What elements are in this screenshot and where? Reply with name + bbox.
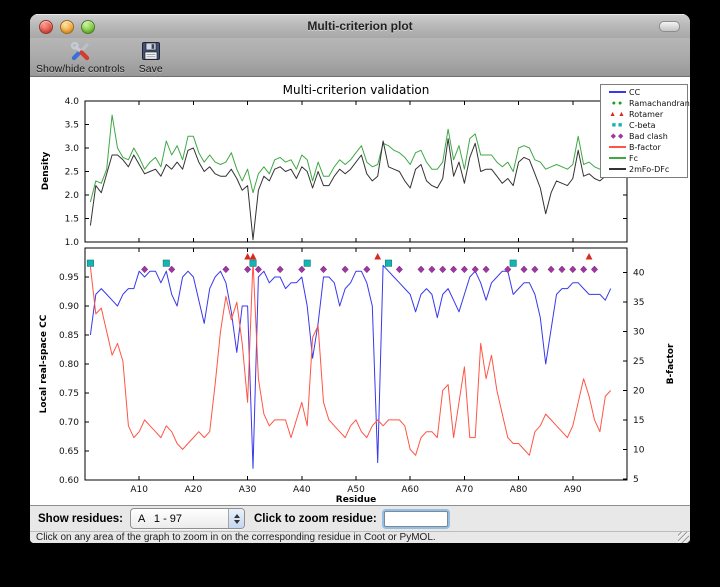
legend-item-2mfo-dfc: 2mFo-DFc: [605, 164, 687, 175]
figure-area: Multi-criterion validation Density Local…: [30, 77, 690, 505]
stepper-arrows-icon: [228, 509, 244, 528]
show-residues-dropdown[interactable]: A 1 - 97: [130, 508, 245, 529]
chart-title: Multi-criterion validation: [283, 83, 430, 97]
svg-text:0.85: 0.85: [59, 331, 79, 341]
svg-text:15: 15: [633, 416, 644, 426]
svg-text:0.95: 0.95: [59, 273, 79, 283]
legend-swatch: ▲ ▲: [609, 111, 625, 118]
svg-text:1.0: 1.0: [65, 238, 80, 248]
zoom-residue-label: Click to zoom residue:: [254, 512, 377, 525]
legend-swatch: ◆ ◆: [610, 133, 624, 140]
zoom-button[interactable]: [81, 20, 95, 34]
svg-text:25: 25: [633, 357, 644, 367]
svg-text:0.65: 0.65: [59, 447, 79, 457]
legend-item-cc: CC: [605, 87, 687, 98]
svg-text:3.5: 3.5: [65, 121, 79, 131]
toolbar-toggle-button[interactable]: [659, 21, 680, 32]
status-bar: Click on any area of the graph to zoom i…: [30, 531, 690, 543]
legend: CC ● ● Ramachandran ▲ ▲ Rotamer ■ ■ C-beta …: [600, 84, 690, 178]
cc-axis-label: Local real-space CC: [39, 314, 49, 413]
density-axis-label: Density: [41, 152, 51, 191]
svg-text:30: 30: [633, 328, 645, 338]
svg-text:5: 5: [633, 475, 639, 485]
tool-label: Show/hide controls: [36, 63, 125, 75]
legend-swatch: [605, 144, 629, 151]
window-title: Multi-criterion plot: [307, 19, 413, 33]
svg-text:A40: A40: [293, 485, 311, 495]
title-bar[interactable]: Multi-criterion plot: [30, 14, 690, 38]
svg-text:0.70: 0.70: [59, 418, 79, 428]
svg-text:2.5: 2.5: [65, 168, 79, 178]
svg-text:40: 40: [633, 269, 645, 279]
toolbar: Show/hide controls Save: [30, 38, 690, 77]
svg-text:A50: A50: [347, 485, 365, 495]
svg-text:A10: A10: [130, 485, 148, 495]
tool-label: Save: [138, 63, 163, 75]
plot-area[interactable]: Multi-criterion validation Density Local…: [30, 77, 690, 505]
svg-text:0.90: 0.90: [59, 302, 79, 312]
legend-item-cbeta: ■ ■ C-beta: [605, 120, 687, 131]
svg-text:0.80: 0.80: [59, 360, 79, 370]
legend-item-fc: Fc: [605, 153, 687, 164]
traffic-lights: [39, 20, 95, 34]
svg-text:4.0: 4.0: [65, 97, 80, 107]
svg-text:0.60: 0.60: [59, 476, 79, 486]
legend-swatch: [605, 166, 629, 173]
svg-text:2.0: 2.0: [65, 191, 80, 201]
status-message: Click on any area of the graph to zoom i…: [36, 532, 436, 543]
legend-swatch: ● ●: [611, 100, 623, 107]
legend-item-bad-clash: ◆ ◆ Bad clash: [605, 131, 687, 142]
controls-bar: Show residues: A 1 - 97 Click to zoom re…: [30, 505, 690, 531]
svg-text:35: 35: [633, 298, 644, 308]
show-residues-label: Show residues:: [38, 512, 123, 525]
svg-text:A70: A70: [456, 485, 474, 495]
svg-text:A90: A90: [564, 485, 582, 495]
resize-grip[interactable]: [678, 532, 689, 543]
minimize-button[interactable]: [60, 20, 74, 34]
close-button[interactable]: [39, 20, 53, 34]
save-icon: [139, 39, 163, 63]
residue-axis-label: Residue: [336, 495, 376, 505]
svg-text:A20: A20: [185, 485, 203, 495]
svg-text:A30: A30: [239, 485, 257, 495]
legend-item-rotamer: ▲ ▲ Rotamer: [605, 109, 687, 120]
legend-item-ramachandran: ● ● Ramachandran: [605, 98, 690, 109]
svg-text:3.0: 3.0: [65, 144, 80, 154]
zoom-residue-input[interactable]: [383, 510, 448, 527]
svg-text:1.5: 1.5: [65, 215, 79, 225]
svg-text:A80: A80: [510, 485, 528, 495]
svg-text:A60: A60: [401, 485, 419, 495]
legend-swatch: ■ ■: [611, 122, 623, 129]
legend-swatch: [605, 155, 629, 162]
save-button[interactable]: Save: [139, 39, 163, 75]
window-multi-criterion-plot: Multi-criterion plot Show/hide controls: [30, 14, 690, 543]
dropdown-value: A 1 - 97: [138, 512, 183, 525]
tools-icon: [68, 39, 92, 63]
bfactor-axis-label: B-factor: [666, 343, 676, 384]
show-hide-controls-button[interactable]: Show/hide controls: [36, 39, 125, 75]
svg-text:0.75: 0.75: [59, 389, 79, 399]
legend-swatch: [605, 89, 629, 96]
legend-item-bfactor: B-factor: [605, 142, 687, 153]
svg-text:10: 10: [633, 445, 645, 455]
svg-text:20: 20: [633, 386, 645, 396]
